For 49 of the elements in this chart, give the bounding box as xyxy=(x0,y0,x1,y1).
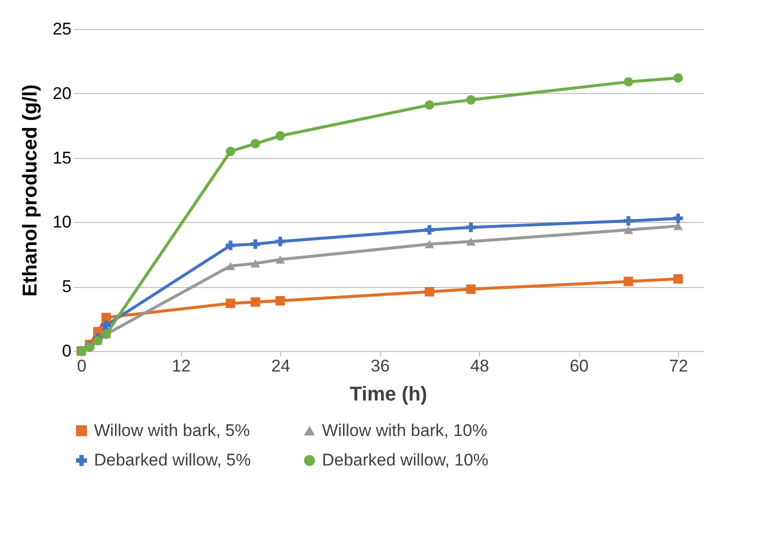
point xyxy=(466,222,476,232)
y-axis-title: Ethanol produced (g/l) xyxy=(20,84,42,297)
y-tick-label: 15 xyxy=(52,148,72,168)
legend-label: Willow with bark, 5% xyxy=(94,420,250,440)
y-tick-label: 0 xyxy=(62,342,72,360)
point xyxy=(226,298,236,308)
x-tick-label: 60 xyxy=(570,356,589,376)
x-tick-label: 72 xyxy=(669,356,688,376)
y-tick-label: 10 xyxy=(52,212,72,232)
point xyxy=(624,226,634,234)
point xyxy=(466,284,476,294)
point xyxy=(466,237,476,246)
point xyxy=(101,312,111,322)
point xyxy=(250,297,260,307)
point xyxy=(424,225,434,235)
point xyxy=(275,296,285,306)
point xyxy=(673,214,683,224)
point xyxy=(101,320,111,330)
point xyxy=(424,100,434,110)
legend-label: Debarked willow, 5% xyxy=(94,450,251,470)
y-tick-label: 25 xyxy=(52,20,72,38)
point xyxy=(624,77,634,87)
point xyxy=(275,255,285,264)
x-tick-label: 12 xyxy=(172,356,191,376)
point xyxy=(673,222,683,230)
point xyxy=(226,262,236,270)
legend-label: Willow with bark, 10% xyxy=(322,420,488,440)
legend-label: Debarked willow, 10% xyxy=(322,450,488,470)
point xyxy=(250,239,260,249)
point xyxy=(250,138,260,148)
y-tick-label: 20 xyxy=(52,84,72,103)
x-axis-title: Time (h) xyxy=(350,384,428,406)
point xyxy=(673,274,683,284)
point xyxy=(624,276,634,286)
point xyxy=(424,240,434,248)
point xyxy=(673,73,683,83)
x-tick-label: 24 xyxy=(271,356,290,376)
x-tick-label: 36 xyxy=(370,356,390,376)
point xyxy=(624,216,634,226)
x-tick-label: 48 xyxy=(470,356,490,376)
point xyxy=(226,240,236,250)
y-tick-label: 5 xyxy=(62,277,72,296)
point xyxy=(424,287,434,296)
point xyxy=(250,259,260,268)
x-tick-label: 0 xyxy=(77,356,87,376)
point xyxy=(466,95,476,105)
point xyxy=(275,236,285,246)
point xyxy=(226,146,236,156)
point xyxy=(275,131,285,141)
